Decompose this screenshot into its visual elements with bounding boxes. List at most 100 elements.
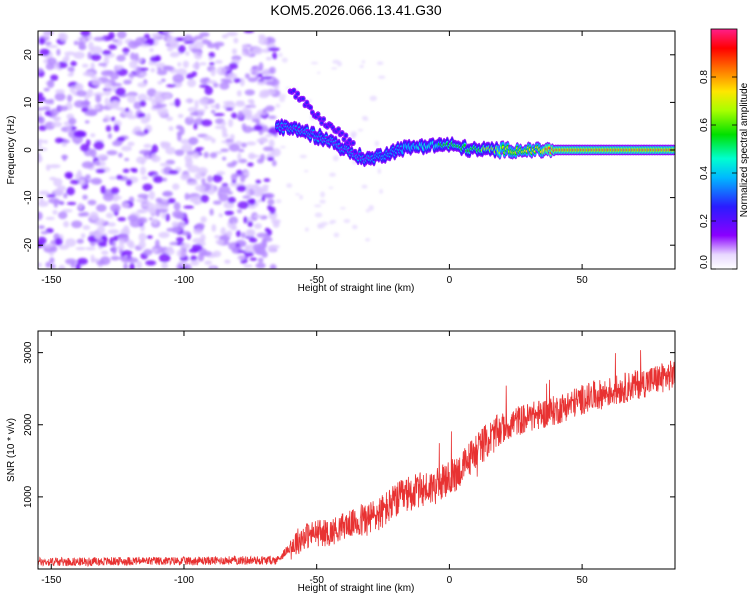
noise-blob [87,235,97,243]
noise-blob [47,79,55,89]
noise-blob [38,236,47,245]
noise-blob [215,239,225,245]
noise-blob [267,156,275,161]
noise-blob [87,88,94,98]
noise-blob [215,44,220,50]
noise-blob [144,154,151,160]
noise-blob [107,222,116,227]
noise-blob [104,81,112,91]
noise-blob [110,82,123,87]
noise-blob [54,92,66,102]
noise-blob [231,160,238,165]
noise-blob [275,199,282,204]
noise-blob [261,251,268,258]
noise-blob [45,63,55,70]
noise-blob [252,47,263,55]
noise-blob [184,192,190,201]
colorbar-tick-label: 0.4 [699,166,710,180]
noise-blob [167,198,176,204]
noise-blob [179,126,185,136]
noise-blob [237,255,246,261]
noise-blob [153,175,164,183]
x-tick-label: -100 [174,275,194,286]
noise-blob [214,125,226,130]
noise-blob [118,152,123,158]
noise-blob [236,185,247,192]
noise-blob [253,124,263,131]
noise-blob [142,183,153,192]
noise-blob [38,107,45,111]
noise-blob [137,93,148,102]
branch-mark [344,134,348,137]
noise-blob [43,139,48,144]
noise-blob [247,162,254,167]
noise-blob [210,68,216,77]
noise-blob [124,107,130,112]
noise-blob [82,194,88,200]
noise-blob [247,229,255,237]
noise-blob [226,31,239,37]
noise-blob [98,241,107,247]
noise-blob [136,198,147,203]
noise-blob [241,50,252,57]
noise-blob [222,133,229,138]
noise-blob [66,125,72,133]
noise-blob [256,158,264,164]
noise-blob [203,135,213,141]
noise-blob [256,232,268,238]
noise-blob [157,107,169,117]
noise-blob [193,50,203,60]
noise-blob [149,48,154,52]
noise-blob [231,222,237,230]
noise-blob [154,201,163,211]
noise-blob [197,254,205,262]
noise-blob [129,60,138,69]
noise-blob [214,60,223,64]
noise-blob [185,158,193,167]
noise-blob [137,112,146,118]
noise-blob [314,212,323,218]
noise-blob [331,219,337,224]
noise-blob [267,245,277,253]
noise-blob [106,150,118,156]
noise-blob [210,104,221,109]
noise-blob [221,34,229,39]
noise-blob [181,260,186,268]
noise-blob [244,112,251,117]
noise-blob [168,170,179,175]
noise-blob [269,264,277,269]
noise-blob [196,109,206,113]
noise-blob [193,35,204,40]
noise-blob [152,218,158,225]
noise-blob [82,63,89,68]
noise-blob [248,198,256,206]
noise-blob [350,133,356,139]
branch-mark [318,117,322,121]
noise-blob [329,172,336,177]
noise-blob [162,191,172,197]
noise-blob [262,68,271,77]
noise-blob [157,80,163,85]
noise-blob [243,171,249,177]
noise-blob [133,101,142,110]
noise-blob [108,44,118,50]
noise-blob [88,41,94,51]
noise-blob [185,51,190,56]
noise-blob [64,51,76,56]
noise-blob [38,262,43,268]
y-tick-label: 0 [23,147,34,153]
noise-blob [50,264,56,269]
noise-blob [257,73,263,78]
noise-blob [129,263,135,269]
noise-blob [148,190,155,200]
noise-blob [176,68,188,76]
noise-blob [212,200,222,205]
noise-blob [228,62,238,70]
noise-blob [261,196,266,202]
noise-blob [285,87,291,89]
noise-blob [87,199,97,206]
noise-blob [180,139,191,145]
noise-blob [146,113,151,122]
branch-mark [305,101,309,105]
